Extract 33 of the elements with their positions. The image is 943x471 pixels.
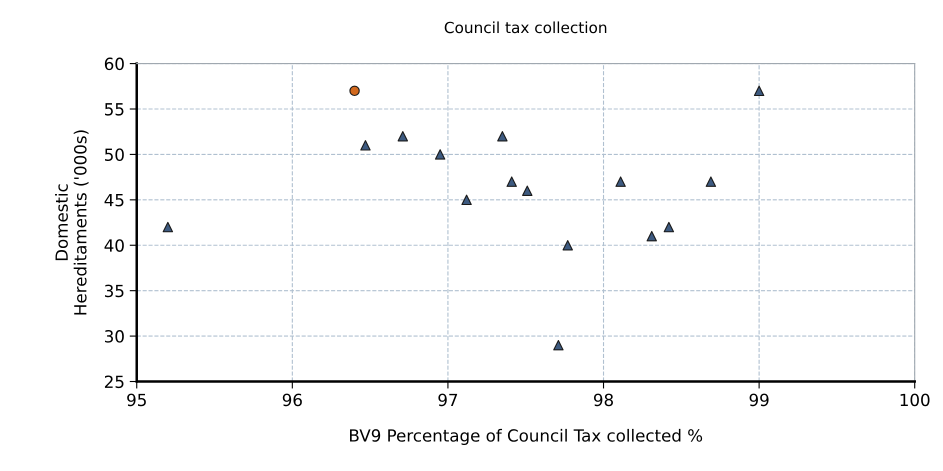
x-tick-label: 96: [282, 394, 302, 406]
y-tick-label: 25: [104, 375, 124, 388]
y-tick-label: 40: [104, 239, 124, 252]
point: [162, 222, 174, 232]
point: [664, 222, 674, 232]
point: [398, 131, 408, 142]
point: [349, 86, 360, 96]
y-tick-label: 60: [104, 58, 124, 70]
point: [360, 140, 371, 151]
y-tick-label: 55: [105, 103, 124, 116]
y-tick-label: 35: [104, 284, 124, 298]
point: [706, 176, 716, 187]
x-tick-label: 99: [750, 394, 769, 406]
point: [754, 86, 764, 96]
y-tick-label: 50: [105, 148, 124, 161]
point: [497, 131, 508, 142]
x-tick-label: 98: [594, 394, 613, 406]
x-tick-label: 97: [438, 394, 458, 406]
point: [562, 240, 573, 250]
point: [522, 186, 532, 196]
point: [615, 176, 626, 187]
point: [434, 149, 446, 160]
chart-title: Council tax collection: [444, 21, 606, 34]
y-tick-label: 45: [104, 194, 124, 206]
x-tick-label: 95: [127, 394, 146, 406]
point: [646, 230, 657, 242]
point: [553, 340, 564, 350]
x-tick-label: 100: [900, 394, 930, 406]
point: [506, 176, 517, 187]
point: [461, 194, 472, 206]
x-axis-title: BV9 Percentage of Council Tax collected %: [350, 428, 702, 446]
y-tick-label: 30: [104, 330, 124, 343]
y-axis-title: Domestic Hereditaments ('000s): [55, 130, 89, 314]
